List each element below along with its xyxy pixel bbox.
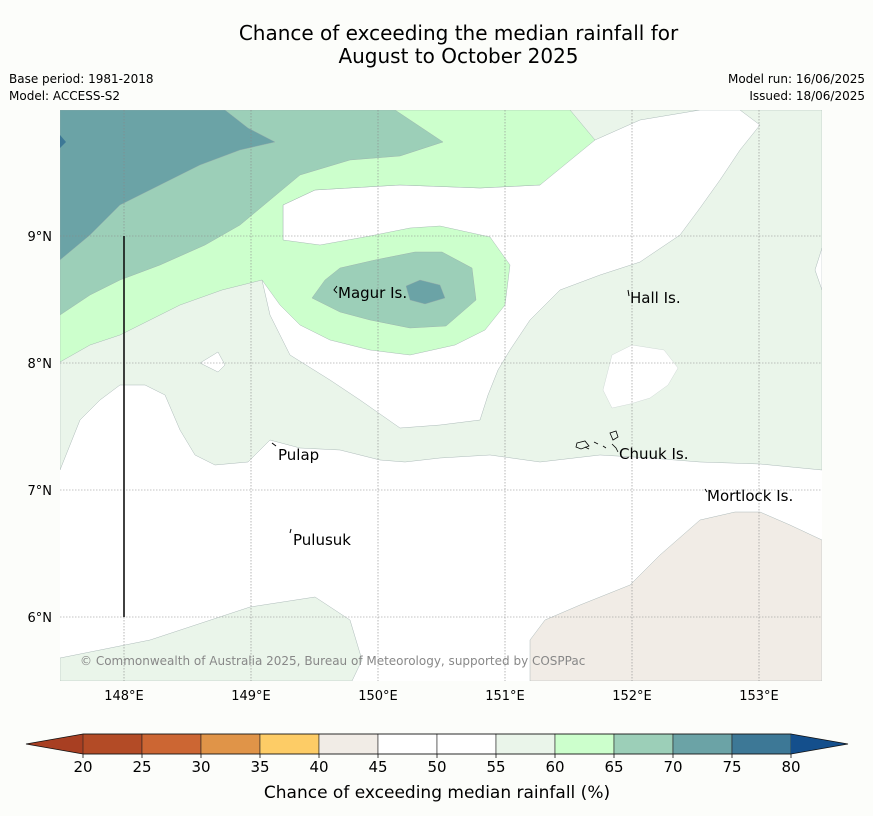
colorbar-segment — [495, 733, 556, 755]
pocket-white-west — [199, 351, 226, 373]
colorbar-tick-label: 25 — [132, 758, 151, 776]
title-line-2: August to October 2025 — [338, 44, 579, 68]
latitude-labels: 9°N 8°N 7°N 6°N — [28, 230, 53, 626]
contour-55-60-south — [60, 596, 363, 681]
colorbar-ticks: 20 25 30 35 40 45 50 55 60 65 70 75 80 — [73, 754, 801, 776]
colorbar-segment — [141, 733, 202, 755]
colorbar-tick-label: 65 — [604, 758, 623, 776]
lat-label: 8°N — [28, 357, 53, 372]
colorbar-segment — [82, 733, 143, 755]
pulap-island-mark — [271, 442, 277, 447]
colorbar-segment — [731, 733, 792, 755]
colorbar-tick-label: 50 — [427, 758, 446, 776]
chuuk-island-marks — [575, 430, 619, 453]
pocket-white-east — [814, 247, 822, 291]
place-label-mortlock: Mortlock Is. — [707, 487, 793, 505]
map-title: Chance of exceeding the median rainfall … — [0, 22, 873, 68]
colorbar-title: Chance of exceeding median rainfall (%) — [264, 783, 610, 803]
lon-label: 150°E — [358, 689, 398, 704]
colorbar-over-arrow — [791, 734, 848, 754]
issued-date: Issued: 18/06/2025 — [749, 89, 865, 103]
colorbar-segment — [377, 733, 438, 755]
contour-70-75 — [60, 110, 276, 261]
model-name: Model: ACCESS-S2 — [9, 89, 121, 103]
colorbar-segment — [200, 733, 261, 755]
lon-label: 148°E — [104, 689, 144, 704]
colorbar-tick-label: 30 — [191, 758, 210, 776]
place-label-pulusuk: Pulusuk — [293, 531, 351, 549]
colorbar-segment — [318, 733, 379, 755]
lon-label: 149°E — [231, 689, 271, 704]
lon-label: 152°E — [612, 689, 652, 704]
lon-label: 151°E — [485, 689, 525, 704]
island-marks — [271, 285, 708, 534]
rainfall-contours — [60, 110, 822, 681]
pulusuk-island-mark — [289, 528, 292, 534]
base-period: Base period: 1981-2018 — [9, 72, 154, 86]
pocket-white-chuuk — [602, 344, 679, 409]
colorbar-segment — [554, 733, 615, 755]
mortlock-island-mark — [704, 488, 708, 493]
meta-right: Model run: 16/06/2025 Issued: 18/06/2025 — [728, 71, 865, 105]
colorbar-tick-label: 35 — [250, 758, 269, 776]
colorbar-tick-label: 60 — [545, 758, 564, 776]
hall-island-mark — [627, 289, 630, 297]
place-label-chuuk: Chuuk Is. — [619, 445, 688, 463]
lat-label: 7°N — [28, 484, 53, 499]
colorbar-tick-label: 75 — [722, 758, 741, 776]
place-label-pulap: Pulap — [278, 446, 319, 464]
colorbar-segment — [259, 733, 320, 755]
lat-label: 9°N — [28, 230, 53, 245]
colorbar-under-arrow — [26, 734, 83, 754]
colorbar-segment — [436, 733, 497, 755]
colorbar-tick-label: 70 — [663, 758, 682, 776]
magur-island-mark — [333, 285, 338, 294]
model-run: Model run: 16/06/2025 — [727, 72, 865, 86]
contour-65-70-island — [311, 251, 477, 329]
colorbar-tick-label: 55 — [486, 758, 505, 776]
meta-left: Base period: 1981-2018 Model: ACCESS-S2 — [9, 71, 154, 105]
place-label-magur: Magur Is. — [338, 284, 407, 302]
copyright-notice: © Commonwealth of Australia 2025, Bureau… — [80, 654, 585, 668]
lat-label: 6°N — [28, 611, 53, 626]
colorbar-tick-label: 80 — [781, 758, 800, 776]
place-label-hall: Hall Is. — [630, 289, 681, 307]
longitude-labels: 148°E 149°E 150°E 151°E 152°E 153°E — [104, 689, 779, 704]
contour-70-75-island — [405, 279, 446, 305]
contour-40-45 — [529, 511, 822, 681]
colorbar-segment — [613, 733, 674, 755]
lon-label: 153°E — [739, 689, 779, 704]
title-line-1: Chance of exceeding the median rainfall … — [238, 21, 679, 45]
colorbar-tick-label: 20 — [73, 758, 92, 776]
contour-75-80 — [60, 135, 66, 148]
place-labels: Magur Is. Hall Is. Pulap Chuuk Is. Mortl… — [278, 284, 793, 549]
colorbar-segment — [672, 733, 733, 755]
colorbar-tick-label: 40 — [309, 758, 328, 776]
colorbar — [25, 733, 849, 755]
colorbar-tick-label: 45 — [368, 758, 387, 776]
